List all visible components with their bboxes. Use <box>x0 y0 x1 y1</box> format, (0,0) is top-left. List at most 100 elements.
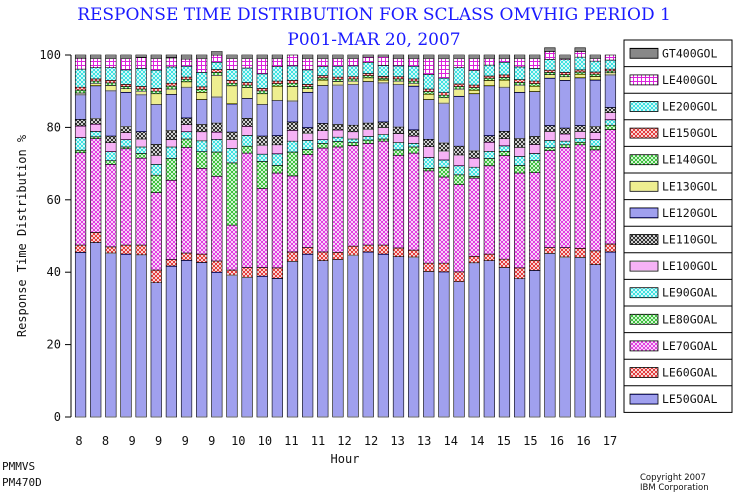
bar-segment-le200gol <box>165 66 178 84</box>
bar-segment-le140gol <box>423 91 435 95</box>
bar-segment-le60goal <box>90 232 102 243</box>
bar-segment-le200gol <box>347 65 359 78</box>
bar-segment-le150gol <box>211 69 223 73</box>
bar-segment-le90goal <box>211 139 223 153</box>
bar-segment-le80goal <box>180 138 193 148</box>
bar-segment-le90goal <box>286 140 299 153</box>
bar-segment-le150gol <box>574 69 586 73</box>
bar-stack <box>332 54 344 418</box>
bar-segment-le50goal <box>392 256 405 418</box>
bar-segment-le110gol <box>317 123 329 131</box>
bar-segment-le150gol <box>74 86 87 91</box>
x-tick-label: 10 <box>258 434 272 448</box>
bar-segment-le70goal <box>559 147 571 248</box>
bar-segment-le400gol <box>211 54 223 63</box>
bar-segment-le50goal <box>271 278 283 418</box>
bar-segment-le130gol <box>589 76 601 81</box>
bar-segment-le120gol <box>74 94 87 120</box>
y-tick-label: 60 <box>47 193 61 207</box>
bar-segment-le120gol <box>574 77 586 126</box>
bar-segment-le150gol <box>529 80 541 84</box>
bar-segment-le80goal <box>438 166 450 178</box>
bar-segment-gt400gol <box>196 54 208 59</box>
bar-segment-le130gol <box>196 91 208 100</box>
bar-segment-le60goal <box>529 259 541 271</box>
bar-segment-gt400gol <box>211 51 223 56</box>
bar-segment-le120gol <box>150 104 162 145</box>
bar-segment-le140gol <box>498 77 511 81</box>
bar-segment-le120gol <box>362 81 374 124</box>
bar-segment-le140gol <box>226 82 238 87</box>
bar-segment-le90goal <box>150 164 162 176</box>
bar-segment-le400gol <box>271 58 283 67</box>
bar-segment-le50goal <box>150 282 162 418</box>
bar-segment-le120gol <box>498 86 511 132</box>
bar-segment-le80goal <box>377 138 389 142</box>
bar-segment-le120gol <box>589 79 601 127</box>
bar-segment-le400gol <box>589 58 601 62</box>
bar-segment-le140gol <box>180 78 193 83</box>
legend-label: LE140GOL <box>662 153 717 167</box>
bar-segment-le200gol <box>377 65 389 77</box>
bar-segment-le110gol <box>574 125 586 132</box>
bar-segment-le140gol <box>483 77 495 81</box>
bar-segment-le100gol <box>544 131 556 141</box>
bar-segment-le200gol <box>74 68 87 88</box>
bar-segment-le150gol <box>90 78 102 82</box>
chart-title: RESPONSE TIME DISTRIBUTION FOR SCLASS OM… <box>77 5 671 25</box>
bar-segment-le120gol <box>513 91 526 139</box>
bar-segment-le80goal <box>271 165 283 174</box>
bar-segment-le50goal <box>135 254 147 418</box>
bar-segment-le130gol <box>574 73 586 79</box>
copyright-line-2: IBM Corporation <box>640 483 709 493</box>
bar-segment-le130gol <box>256 93 268 105</box>
bar-segment-le100gol <box>317 130 329 141</box>
bar-segment-gt400gol <box>589 54 601 59</box>
bar-segment-le110gol <box>453 145 465 156</box>
bar-segment-le80goal <box>559 144 571 148</box>
bar-segment-le60goal <box>74 244 87 253</box>
bar-segment-le90goal <box>241 135 253 147</box>
bar-segment-le140gol <box>362 75 374 79</box>
bar-segment-le400gol <box>408 58 420 67</box>
bar-segment-le90goal <box>271 153 283 166</box>
legend-swatch <box>629 367 659 378</box>
bar-segment-le150gol <box>347 76 359 80</box>
bar-segment-gt400gol <box>135 54 147 58</box>
bar-segment-le100gol <box>135 138 147 148</box>
bar-segment-le50goal <box>226 274 238 418</box>
bar-segment-le150gol <box>256 88 268 92</box>
bar-segment-le70goal <box>74 152 87 246</box>
bar-segment-le100gol <box>392 133 405 143</box>
bar-segment-le50goal <box>302 253 314 418</box>
bar-segment-le110gol <box>559 127 571 135</box>
bar-segment-le140gol <box>74 89 87 94</box>
legend-item-le120gol: LE120GOL <box>629 206 717 220</box>
bar-segment-le110gol <box>271 135 283 146</box>
bar-segment-le90goal <box>604 119 617 126</box>
bar-segment-le70goal <box>105 164 117 248</box>
bar-segment-le70goal <box>120 148 132 246</box>
bar-segment-le100gol <box>589 132 601 141</box>
bar-segment-le100gol <box>483 141 495 152</box>
bar-segment-le70goal <box>256 188 268 268</box>
bar-segment-gt400gol <box>544 47 556 52</box>
bar-segment-le100gol <box>74 125 87 138</box>
bar-segment-gt400gol <box>271 54 283 59</box>
bar-segment-le120gol <box>408 85 420 131</box>
bar-segment-gt400gol <box>302 54 314 59</box>
bar-segment-le110gol <box>302 127 314 134</box>
bar-segment-le200gol <box>180 65 193 78</box>
bar-segment-le100gol <box>241 126 253 136</box>
bar-segment-le120gol <box>317 85 329 124</box>
bar-segment-le90goal <box>529 153 541 162</box>
legend-label: GT400GOL <box>662 46 717 60</box>
legend-swatch <box>629 393 659 405</box>
bar-segment-le140gol <box>105 82 117 86</box>
bar-segment-le70goal <box>180 147 193 254</box>
bar-segment-le140gol <box>468 87 480 91</box>
bar-segment-gt400gol <box>392 54 405 59</box>
bar-segment-le80goal <box>74 149 87 154</box>
bar-segment-le60goal <box>286 251 299 262</box>
bar-segment-le140gol <box>165 85 178 90</box>
